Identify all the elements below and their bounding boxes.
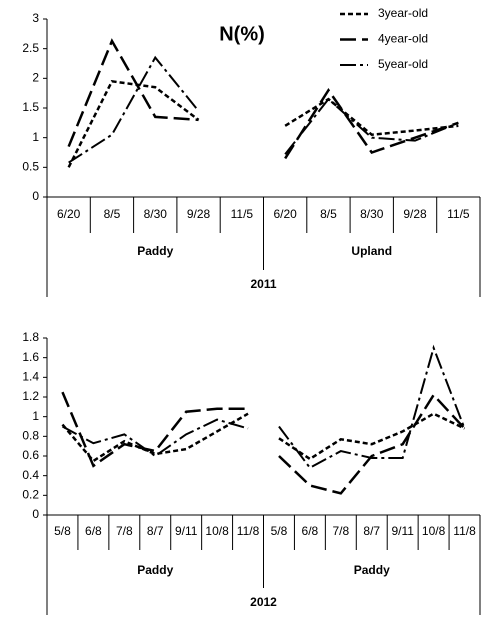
x-tick-label: 6/8 [302,524,319,538]
x-tick-label: 8/30 [360,207,384,221]
series-line [284,97,459,155]
y-tick-label: 0.2 [22,488,39,502]
x-tick-label: 11/8 [453,524,476,538]
y-tick-label: 0.5 [22,160,39,174]
series-line [61,412,249,463]
x-tick-label: 5/8 [54,524,71,538]
x-tick-label: 8/7 [363,524,380,538]
x-tick-label: 11/8 [237,524,260,538]
x-tick-label: 8/5 [104,207,121,221]
group-label: Paddy [137,563,173,577]
x-tick-label: 6/20 [57,207,81,221]
y-tick-label: 1.8 [22,330,39,344]
x-tick-label: 9/28 [187,207,211,221]
x-tick-label: 11/5 [447,207,470,221]
x-tick-label: 9/11 [175,524,198,538]
x-tick-label: 10/8 [205,524,229,538]
x-tick-label: 8/7 [147,524,164,538]
chart-title: N(%) [219,23,265,45]
x-tick-label: 9/11 [391,524,414,538]
series-line [68,55,200,164]
x-tick-label: 7/8 [116,524,133,538]
y-tick-label: 0.8 [22,429,39,443]
y-tick-label: 0 [32,507,39,521]
y-tick-label: 2 [32,71,39,85]
y-tick-label: 1 [32,409,39,423]
series-line [67,38,199,148]
y-tick-label: 0.6 [22,448,39,462]
series-line [61,418,249,458]
group-label: Upland [351,244,392,258]
x-tick-label: 6/8 [85,524,102,538]
year-label: 2012 [250,595,277,609]
y-tick-label: 1.4 [22,370,39,384]
y-tick-label: 1.2 [22,389,39,403]
y-tick-label: 1.5 [22,100,39,114]
y-tick-label: 1.6 [22,350,39,364]
y-tick-label: 0 [32,189,39,203]
y-tick-label: 3 [32,11,39,25]
legend-label: 5year-old [378,57,428,71]
group-label: Paddy [354,563,390,577]
x-tick-label: 10/8 [422,524,446,538]
group-label: Paddy [137,244,173,258]
x-tick-label: 5/8 [271,524,288,538]
year-label: 2011 [250,277,276,291]
x-tick-label: 8/5 [320,207,337,221]
series-line [67,79,200,168]
legend-label: 4year-old [378,32,428,46]
series-line [278,344,466,470]
x-tick-label: 9/28 [403,207,427,221]
y-tick-label: 1 [32,130,39,144]
x-tick-label: 8/30 [144,207,168,221]
series-line [284,97,459,136]
series-line [278,412,466,461]
series-line [284,87,459,160]
x-tick-label: 7/8 [332,524,349,538]
legend-label: 3year-old [378,6,428,20]
y-tick-label: 0.4 [22,468,39,482]
x-tick-label: 11/5 [231,207,254,221]
series-line [278,392,466,495]
x-tick-label: 6/20 [273,207,297,221]
series-line [61,391,249,468]
y-tick-label: 2.5 [22,41,39,55]
